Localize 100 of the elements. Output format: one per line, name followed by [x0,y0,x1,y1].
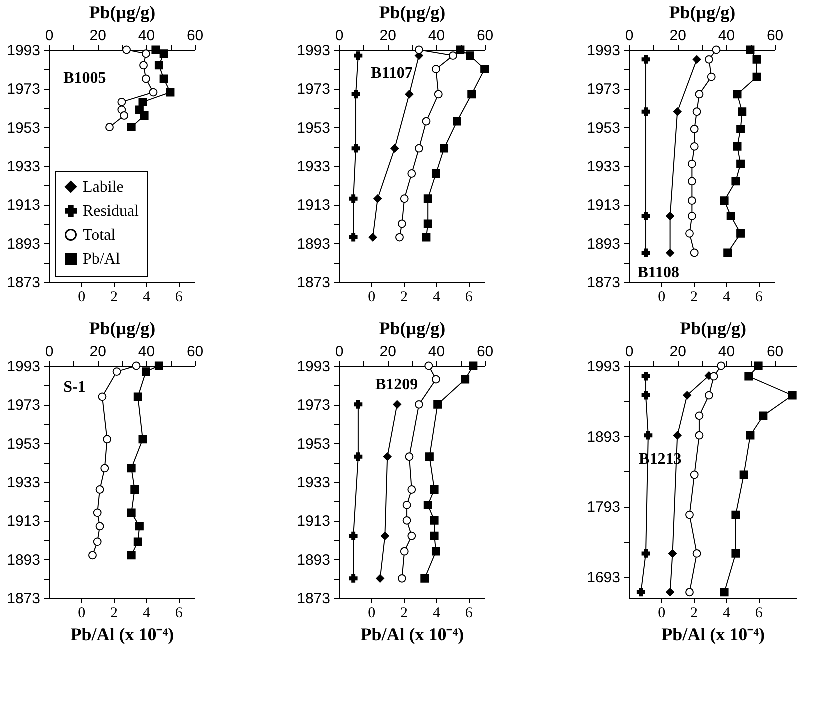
point [668,550,677,558]
y-tick-label: 1893 [587,428,620,446]
x-tick-label: 0 [335,344,344,360]
point [695,90,704,99]
x2-tick-label: 6 [465,290,474,306]
annotation: B1209 [375,376,418,394]
point [642,372,650,381]
point [98,392,107,402]
point [93,508,102,518]
point [717,362,726,370]
point [118,98,126,106]
x-tick-label: 20 [90,344,106,360]
x2-tick-label: 4 [142,606,151,622]
point [376,574,385,583]
point [642,212,650,220]
y-tick-label: 1873 [587,274,620,292]
point [686,510,694,520]
x-tick-label: 20 [670,344,686,360]
point [393,400,402,409]
annotation: B1108 [638,264,680,282]
y-tick-label: 1933 [7,474,40,492]
x-tick-label: 0 [625,28,634,44]
y-tick-label: 1893 [297,552,330,569]
point [414,400,424,409]
x-tick-label: 40 [138,28,156,44]
x-tick-label: 40 [428,28,446,44]
y-tick-label: 1993 [7,42,40,60]
point [408,532,416,540]
x2-tick-label: 0 [368,606,376,622]
x-tick-label: 40 [718,344,736,360]
point [704,391,714,400]
point [122,46,131,54]
x2-tick-label: 0 [658,606,666,622]
x-tick-label: 40 [428,344,446,360]
y-tick-label: 1973 [587,81,620,98]
y-tick-label: 1933 [297,474,330,492]
point [642,550,650,558]
x-tick-label: 60 [186,28,204,44]
x-axis-title: Pb(µg/g) [379,2,446,22]
point [704,55,714,64]
x2-tick-label: 4 [432,606,441,622]
y-tick-label: 1693 [587,569,620,586]
point [140,61,148,70]
point [149,88,158,97]
y-tick-label: 1953 [587,120,620,137]
x2-tick-label: 2 [110,290,118,306]
point [398,220,406,228]
x-tick-label: 0 [335,28,344,44]
point [690,142,699,151]
point [692,108,702,116]
point [432,375,440,384]
point [673,108,682,116]
x2-tick-label: 2 [400,606,408,622]
point [449,52,458,60]
x-tick-label: 40 [718,28,736,44]
y-tick-label: 1953 [297,120,330,137]
point [96,522,104,531]
point [666,248,675,258]
y-tick-label: 1893 [587,236,620,253]
y-tick-label: 1973 [297,397,330,414]
y-tick-label: 1893 [7,236,40,253]
point [688,196,696,205]
point [642,55,650,64]
x-tick-label: 0 [45,344,54,360]
x2-tick-label: 2 [690,606,698,622]
point [712,46,721,54]
y-tick-label: 1933 [7,158,40,176]
y-tick-label: 1993 [587,358,620,376]
point [352,90,360,99]
x2-tick-label: 0 [78,606,86,622]
x2-axis-title: Pb/Al (x 10⁻⁴) [360,624,464,644]
x2-axis-title: Pb/Al (x 10⁻⁴) [662,624,766,644]
y-tick-label: 1993 [587,42,620,60]
x2-tick-label: 4 [432,290,441,306]
point [636,588,646,597]
point [644,431,653,440]
y-tick-label: 1913 [297,197,330,214]
point [710,372,718,381]
x2-tick-label: 4 [722,290,731,306]
point [686,229,694,238]
point [405,90,414,99]
point [352,144,360,153]
point [374,194,382,204]
y-tick-label: 1933 [297,158,330,176]
x2-tick-label: 0 [78,290,86,306]
point [402,501,412,510]
point [692,550,702,558]
point [402,516,412,525]
point [642,108,650,116]
y-tick-label: 1893 [297,236,330,253]
point [132,362,141,370]
point [120,112,129,120]
point [100,464,110,473]
point [398,574,406,583]
x2-tick-label: 6 [755,606,764,622]
point [683,391,692,400]
point [408,170,416,178]
legend-label: Pb/Al [83,251,121,268]
point [695,412,704,420]
point [349,532,358,540]
